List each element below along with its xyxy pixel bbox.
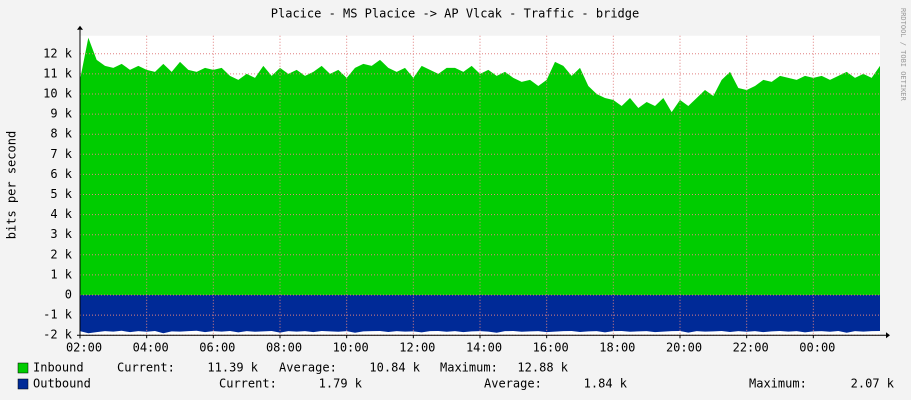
legend-stat-label: Average:: [484, 377, 542, 391]
x-tick-label: 06:00: [199, 341, 235, 355]
y-axis-arrow: [77, 25, 83, 30]
x-tick-label: 10:00: [333, 341, 369, 355]
legend-swatch: [17, 378, 29, 390]
legend-stat-label: Average:: [279, 361, 337, 375]
x-tick-label: 00:00: [799, 341, 835, 355]
y-tick-label: -1 k: [43, 308, 73, 322]
y-tick-label: -2 k: [43, 328, 73, 342]
x-tick-label: 18:00: [599, 341, 635, 355]
x-tick-label: 12:00: [399, 341, 435, 355]
legend-label: Outbound: [33, 377, 91, 391]
legend-label: Inbound: [33, 361, 84, 375]
x-axis-arrow: [886, 332, 890, 339]
y-tick-label: 12 k: [43, 46, 73, 60]
legend-swatch: [17, 362, 29, 374]
y-tick-label: 11 k: [43, 66, 73, 80]
x-tick-label: 02:00: [66, 341, 102, 355]
legend-stat-value: 10.84 k: [369, 361, 420, 375]
chart-title: Placice - MS Placice -> AP Vlcak - Traff…: [271, 7, 639, 21]
y-tick-label: 0: [65, 287, 72, 301]
x-tick-label: 20:00: [666, 341, 702, 355]
y-tick-label: 5 k: [50, 187, 72, 201]
legend-stat-value: 2.07 k: [851, 377, 895, 391]
area-series: [80, 295, 880, 334]
y-axis-label: bits per second: [5, 131, 19, 239]
y-tick-label: 10 k: [43, 86, 73, 100]
y-tick-label: 6 k: [50, 167, 72, 181]
y-tick-label: 3 k: [50, 227, 72, 241]
legend-stat-label: Current:: [117, 361, 175, 375]
x-tick-label: 08:00: [266, 341, 302, 355]
legend-stat-value: 1.84 k: [584, 377, 628, 391]
watermark: RRDTOOL / TOBI OETIKER: [899, 8, 907, 102]
y-tick-label: 8 k: [50, 127, 72, 141]
x-tick-label: 22:00: [733, 341, 769, 355]
x-tick-label: 04:00: [133, 341, 169, 355]
legend-stat-value: 11.39 k: [207, 361, 258, 375]
y-tick-label: 1 k: [50, 267, 72, 281]
x-tick-label: 16:00: [533, 341, 569, 355]
x-tick-label: 14:00: [466, 341, 502, 355]
legend-stat-value: 12.88 k: [517, 361, 568, 375]
y-tick-label: 7 k: [50, 147, 72, 161]
y-tick-label: 4 k: [50, 207, 72, 221]
y-tick-label: 2 k: [50, 247, 72, 261]
legend-stat-value: 1.79 k: [319, 377, 363, 391]
y-tick-label: 9 k: [50, 107, 72, 121]
legend-stat-label: Current:: [219, 377, 277, 391]
legend-stat-label: Maximum:: [749, 377, 807, 391]
legend-stat-label: Maximum:: [440, 361, 498, 375]
